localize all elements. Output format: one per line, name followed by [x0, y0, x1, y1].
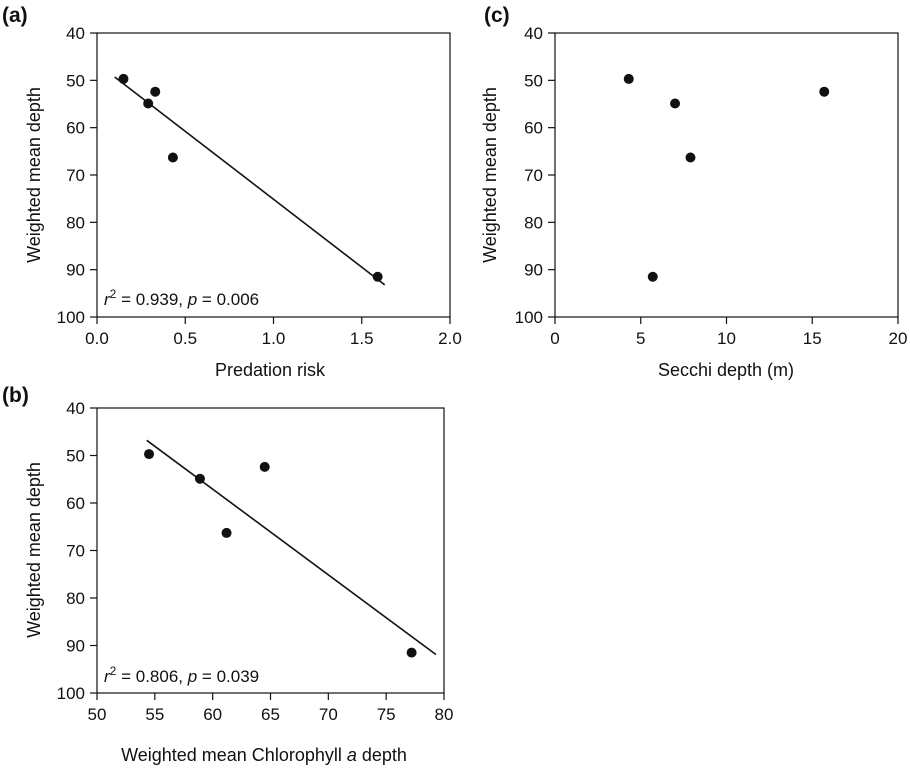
regression-line-a — [114, 76, 386, 286]
x-tick-label-c: 20 — [889, 329, 908, 348]
x-axis-a: 0.0 0.5 1.0 1.5 2.0 — [85, 317, 462, 348]
y-tick-label-a: 90 — [66, 261, 85, 280]
r-superscript-a: 2 — [110, 287, 117, 301]
x-axis-label-a: Predation risk — [215, 360, 326, 380]
r-symbol-a: r — [104, 290, 111, 309]
r2-value-a: = 0.939, — [116, 290, 187, 309]
fit-line-group-b — [146, 439, 437, 656]
data-point-c — [670, 98, 681, 109]
data-point-a — [167, 152, 178, 163]
data-point-c — [647, 271, 658, 282]
r2-value-b: = 0.806, — [116, 667, 187, 686]
y-axis-b: 40 50 60 70 80 90 100 — [57, 399, 97, 703]
data-point-b — [406, 647, 417, 658]
x-tick-label-c: 10 — [717, 329, 736, 348]
data-point-a — [372, 271, 383, 282]
y-tick-label-c: 60 — [524, 119, 543, 138]
data-point-a — [150, 86, 161, 97]
y-tick-label-c: 70 — [524, 166, 543, 185]
y-tick-label-b: 40 — [66, 399, 85, 418]
y-tick-label-c: 40 — [524, 24, 543, 43]
y-tick-label-a: 80 — [66, 213, 85, 232]
y-tick-label-c: 80 — [524, 213, 543, 232]
panel-a: (a) 40 50 60 70 80 90 100 0.0 0.5 1.0 1.5 2.0 Pred… — [2, 4, 462, 380]
data-point-b — [259, 461, 270, 472]
x-tick-label-a: 1.0 — [262, 329, 286, 348]
y-axis-a: 40 50 60 70 80 90 100 — [57, 24, 97, 327]
x-tick-label-b: 60 — [203, 705, 222, 724]
y-axis-label-a: Weighted mean depth — [24, 87, 44, 263]
fit-line-group-a — [114, 76, 386, 286]
stats-label-a: r2 = 0.939, p = 0.006 — [104, 287, 259, 309]
data-point-a — [118, 73, 129, 84]
plot-frame-c — [554, 32, 899, 318]
x-tick-label-c: 0 — [550, 329, 559, 348]
x-axis-b: 50 55 60 65 70 75 80 — [88, 693, 454, 724]
y-tick-label-b: 100 — [57, 684, 85, 703]
y-tick-label-b: 70 — [66, 542, 85, 561]
p-value-a: = 0.006 — [197, 290, 259, 309]
plot-frame-a — [96, 32, 451, 318]
stats-label-b: r2 = 0.806, p = 0.039 — [104, 664, 259, 686]
y-tick-label-c: 90 — [524, 261, 543, 280]
y-tick-label-b: 80 — [66, 589, 85, 608]
x-tick-label-a: 0.0 — [85, 329, 109, 348]
points-c — [623, 73, 830, 282]
points-b — [144, 449, 417, 658]
y-tick-label-c: 100 — [515, 308, 543, 327]
y-tick-label-a: 100 — [57, 308, 85, 327]
x-tick-label-b: 65 — [261, 705, 280, 724]
data-point-c — [819, 86, 830, 97]
r-symbol-b: r — [104, 667, 111, 686]
p-symbol-a: p — [187, 290, 197, 309]
x-tick-label-b: 75 — [377, 705, 396, 724]
regression-line-b — [146, 439, 437, 656]
x-axis-label-b: Weighted mean Chlorophyll a depth — [121, 745, 407, 765]
x-axis-label-b-italic: a — [347, 745, 357, 765]
x-tick-label-b: 70 — [319, 705, 338, 724]
x-tick-label-c: 15 — [803, 329, 822, 348]
data-point-b — [194, 473, 205, 484]
x-axis-label-b-prefix: Weighted mean Chlorophyll — [121, 745, 347, 765]
x-tick-label-c: 5 — [636, 329, 645, 348]
y-tick-label-a: 40 — [66, 24, 85, 43]
x-tick-label-a: 1.5 — [350, 329, 374, 348]
y-tick-label-a: 60 — [66, 119, 85, 138]
p-value-b: = 0.039 — [197, 667, 259, 686]
x-axis-label-c: Secchi depth (m) — [658, 360, 794, 380]
y-tick-label-a: 70 — [66, 166, 85, 185]
y-tick-label-c: 50 — [524, 71, 543, 90]
panel-letter-b: (b) — [2, 384, 29, 407]
panel-letter-c: (c) — [484, 4, 510, 27]
data-point-c — [623, 73, 634, 84]
panel-c: (c) 40 50 60 70 80 90 100 0 5 10 15 20 Secchi dept… — [480, 4, 907, 380]
y-axis-label-b: Weighted mean depth — [24, 462, 44, 638]
points-a — [118, 73, 383, 282]
p-symbol-b: p — [187, 667, 197, 686]
x-tick-label-b: 80 — [435, 705, 454, 724]
y-tick-label-b: 60 — [66, 494, 85, 513]
y-tick-label-a: 50 — [66, 71, 85, 90]
y-axis-label-c: Weighted mean depth — [480, 87, 500, 263]
panel-letter-a: (a) — [2, 4, 28, 27]
x-tick-label-a: 0.5 — [173, 329, 197, 348]
x-tick-label-a: 2.0 — [438, 329, 462, 348]
data-point-a — [143, 98, 154, 109]
y-axis-c: 40 50 60 70 80 90 100 — [515, 24, 555, 327]
x-axis-c: 0 5 10 15 20 — [550, 317, 907, 348]
x-tick-label-b: 55 — [145, 705, 164, 724]
y-tick-label-b: 90 — [66, 637, 85, 656]
x-tick-label-b: 50 — [88, 705, 107, 724]
r-superscript-b: 2 — [110, 664, 117, 678]
data-point-c — [685, 152, 696, 163]
data-point-b — [221, 527, 232, 538]
y-tick-label-b: 50 — [66, 447, 85, 466]
panel-b: (b) 40 50 60 70 80 90 100 50 55 60 65 70 75 80 Weigh… — [2, 384, 453, 765]
x-axis-label-b-suffix: depth — [357, 745, 407, 765]
data-point-b — [144, 449, 155, 460]
